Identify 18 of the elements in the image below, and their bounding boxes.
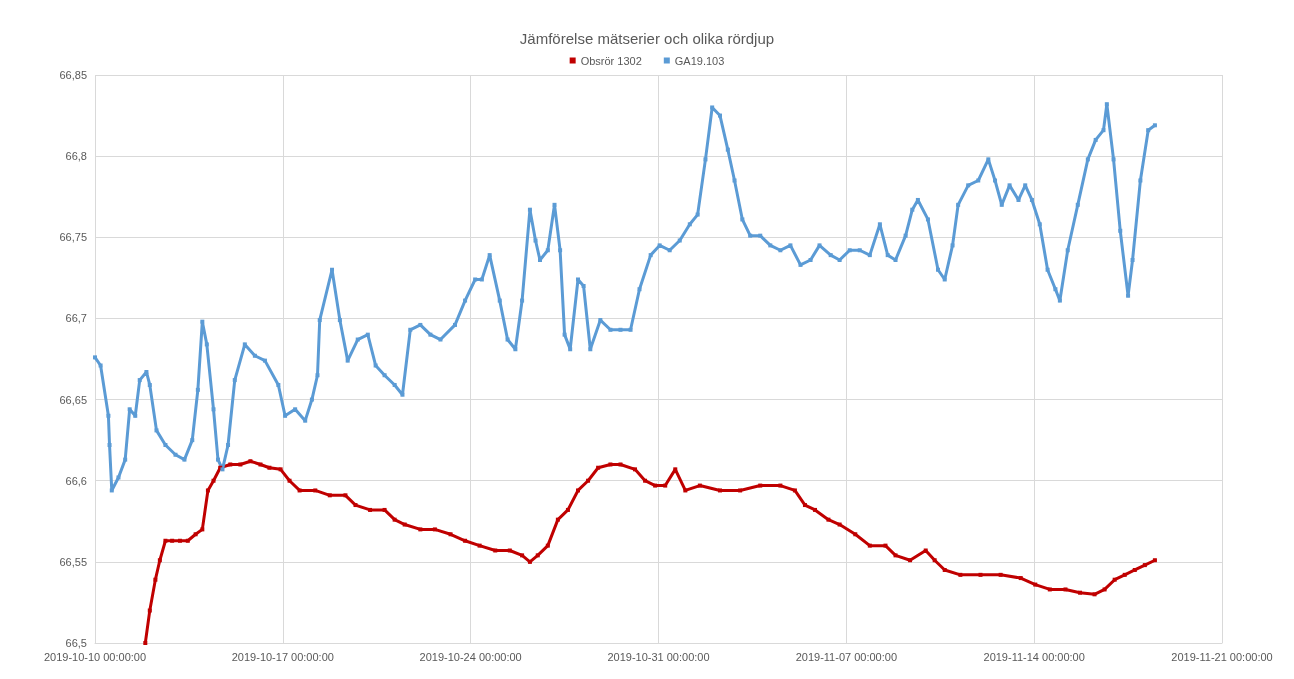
legend-label: Obsrör 1302 xyxy=(580,54,642,67)
y-tick-label: 66,65 xyxy=(59,393,87,406)
x-tick-label: 2019-11-14 00:00:00 xyxy=(983,650,1085,663)
y-tick-label: 66,75 xyxy=(59,231,87,244)
y-tick-label: 66,85 xyxy=(59,69,87,81)
y-tick-label: 66,5 xyxy=(65,637,87,649)
chart-title: Jämförelse mätserier och olika rördjup xyxy=(519,30,775,47)
y-tick-label: 66,55 xyxy=(59,555,87,568)
x-tick-label: 2019-11-21 00:00:00 xyxy=(1171,650,1273,663)
x-tick-label: 2019-10-24 00:00:00 xyxy=(419,650,522,663)
y-tick-label: 66,8 xyxy=(65,150,87,163)
x-tick-label: 2019-11-07 00:00:00 xyxy=(795,650,897,663)
y-tick-label: 66,7 xyxy=(65,312,87,325)
x-tick-label: 2019-10-31 00:00:00 xyxy=(607,650,710,663)
y-tick-label: 66,6 xyxy=(65,474,87,487)
legend-label: GA19.103 xyxy=(674,54,725,67)
x-tick-label: 2019-10-17 00:00:00 xyxy=(231,650,334,663)
x-tick-label: 2019-10-10 00:00:00 xyxy=(43,650,147,663)
